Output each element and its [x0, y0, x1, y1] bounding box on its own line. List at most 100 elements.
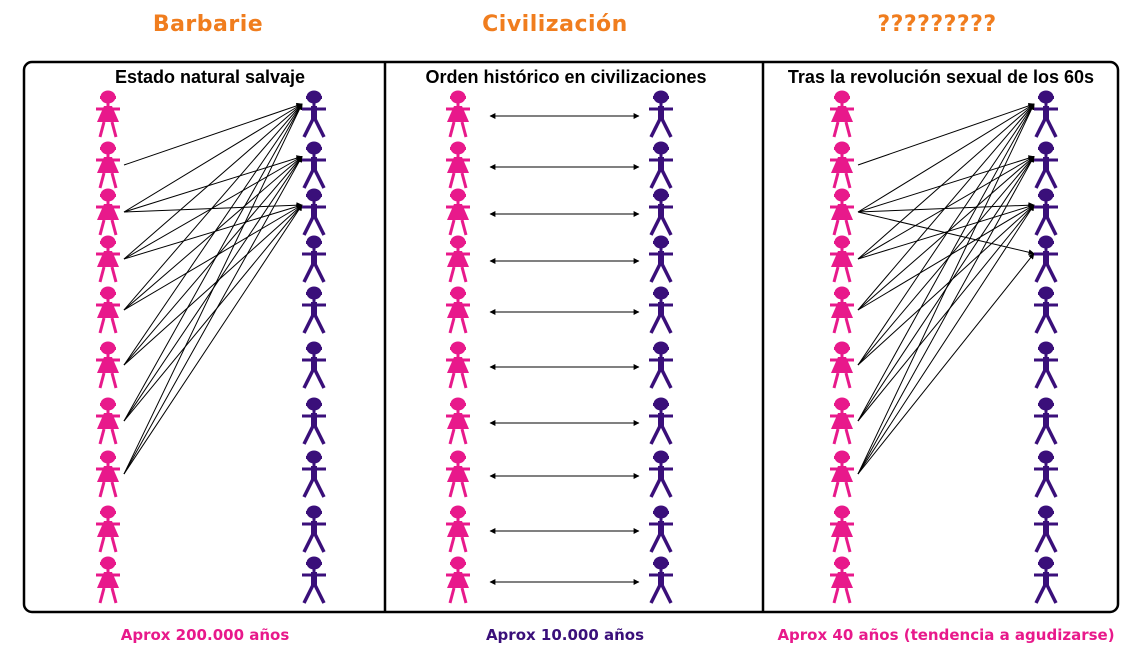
man-figure-icon [1034, 141, 1058, 189]
relation-arrow [857, 156, 1035, 366]
woman-figure-icon [830, 235, 854, 283]
man-figure-icon [1034, 188, 1058, 236]
woman-figure-icon [830, 505, 854, 553]
relation-arrow [123, 156, 303, 366]
relation-arrow [123, 202, 303, 213]
era-note-barbarie: Aprox 200.000 años [121, 626, 290, 644]
man-figure-icon [302, 141, 326, 189]
woman-figure-icon [96, 188, 120, 236]
man-figure-icon [649, 341, 673, 389]
relation-arrow [123, 204, 303, 422]
panels-frame [22, 60, 1120, 614]
woman-figure-icon [446, 450, 470, 498]
relation-arrow [123, 103, 303, 311]
man-figure-icon [1034, 556, 1058, 604]
man-figure-icon [649, 450, 673, 498]
woman-figure-icon [830, 556, 854, 604]
woman-figure-icon [830, 90, 854, 138]
woman-figure-icon [446, 286, 470, 334]
figure-columns [96, 90, 1058, 604]
relation-arrow [123, 204, 303, 366]
relation-arrow [857, 103, 1035, 311]
era-note-unknown: Aprox 40 años (tendencia a agudizarse) [777, 626, 1114, 644]
man-figure-icon [1034, 450, 1058, 498]
relation-arrow [857, 155, 1035, 475]
woman-figure-icon [96, 450, 120, 498]
woman-figure-icon [96, 505, 120, 553]
relation-arrow [123, 203, 303, 260]
woman-figure-icon [830, 286, 854, 334]
man-figure-icon [302, 397, 326, 445]
relation-arrow [123, 103, 303, 213]
man-figure-icon [302, 341, 326, 389]
man-figure-icon [649, 235, 673, 283]
woman-figure-icon [446, 556, 470, 604]
woman-figure-icon [446, 235, 470, 283]
man-figure-icon [302, 505, 326, 553]
relation-arrow [857, 103, 1035, 366]
woman-figure-icon [446, 397, 470, 445]
woman-figure-icon [446, 90, 470, 138]
heading-unknown: ????????? [877, 12, 996, 37]
relation-arrow [123, 103, 303, 475]
relation-arrow [857, 204, 1035, 475]
relation-arrows [123, 102, 1035, 585]
man-figure-icon [302, 450, 326, 498]
heading-barbarie: Barbarie [153, 12, 263, 37]
relation-arrow [123, 103, 303, 366]
relation-arrow [857, 103, 1035, 475]
panel-title-unknown: Tras la revolución sexual de los 60s [788, 67, 1094, 87]
man-figure-icon [302, 286, 326, 334]
relation-arrow [123, 204, 303, 475]
woman-figure-icon [446, 141, 470, 189]
man-figure-icon [1034, 397, 1058, 445]
man-figure-icon [302, 188, 326, 236]
heading-civilizacion: Civilización [482, 12, 628, 37]
relation-arrow [857, 103, 1035, 422]
relation-arrow [123, 103, 303, 422]
woman-figure-icon [446, 188, 470, 236]
woman-figure-icon [446, 341, 470, 389]
woman-figure-icon [446, 505, 470, 553]
woman-figure-icon [830, 397, 854, 445]
man-figure-icon [649, 505, 673, 553]
relation-arrow [857, 202, 1035, 213]
man-figure-icon [649, 556, 673, 604]
man-figure-icon [302, 235, 326, 283]
relation-arrow [123, 204, 303, 311]
relation-arrow [857, 156, 1035, 311]
woman-figure-icon [830, 450, 854, 498]
woman-figure-icon [96, 286, 120, 334]
woman-figure-icon [830, 141, 854, 189]
woman-figure-icon [96, 397, 120, 445]
relation-arrow [857, 103, 1035, 260]
man-figure-icon [649, 90, 673, 138]
relation-arrow [857, 253, 1035, 475]
man-figure-icon [302, 556, 326, 604]
relation-arrow [857, 103, 1035, 213]
woman-figure-icon [96, 141, 120, 189]
relation-arrow [857, 203, 1035, 260]
woman-figure-icon [96, 235, 120, 283]
man-figure-icon [649, 141, 673, 189]
man-figure-icon [649, 188, 673, 236]
man-figure-icon [1034, 90, 1058, 138]
man-figure-icon [1034, 505, 1058, 553]
man-figure-icon [1034, 286, 1058, 334]
era-note-civilizacion: Aprox 10.000 años [486, 626, 644, 644]
man-figure-icon [302, 90, 326, 138]
woman-figure-icon [830, 188, 854, 236]
relation-arrow [123, 155, 303, 475]
woman-figure-icon [96, 90, 120, 138]
relation-arrow [123, 156, 303, 311]
relation-arrow [857, 204, 1035, 311]
relation-arrow [857, 102, 1035, 166]
woman-figure-icon [96, 556, 120, 604]
man-figure-icon [649, 397, 673, 445]
relation-arrow [857, 204, 1035, 366]
relation-arrow [123, 103, 303, 260]
woman-figure-icon [830, 341, 854, 389]
relation-arrow [123, 102, 303, 166]
man-figure-icon [1034, 235, 1058, 283]
